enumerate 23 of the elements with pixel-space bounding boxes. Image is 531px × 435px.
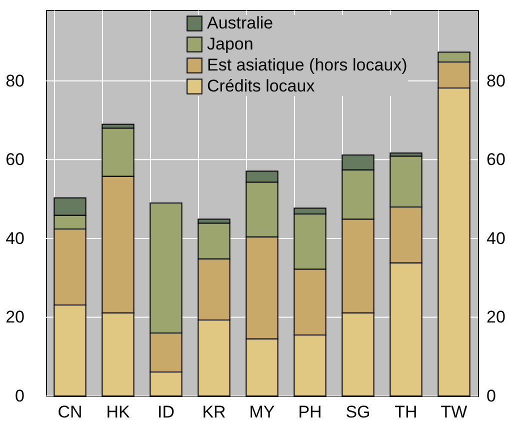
x-tick-label: CN [58,402,82,422]
y2-tick-label: 20 [486,308,506,327]
x-tick-label: TH [394,402,418,422]
x-tick-label: ID [158,402,174,422]
legend-label: Japon [207,34,254,54]
x-tick-label: HK [106,402,130,422]
y-tick-label: 20 [6,308,24,327]
x-tick-label: PH [298,402,322,422]
y2-tick-label: 40 [486,228,506,248]
legend-label: Est asiatique (hors locaux) [207,56,408,74]
x-tick-label: TW [440,402,468,422]
legend-label: Australie [207,14,274,32]
x-tick-label: MY [249,402,275,422]
y2-tick-label: 80 [486,71,506,90]
legend-label: Crédits locaux [207,76,316,96]
x-tick-label: SG [346,402,370,422]
y2-tick-label: 0 [486,386,496,406]
y-tick-label: 80 [6,71,24,90]
x-tick-label: KR [202,402,226,422]
y-tick-label: 0 [15,386,24,406]
y-tick-label: 60 [6,150,24,170]
y2-tick-label: 60 [486,150,506,170]
y-tick-label: 40 [6,228,24,248]
